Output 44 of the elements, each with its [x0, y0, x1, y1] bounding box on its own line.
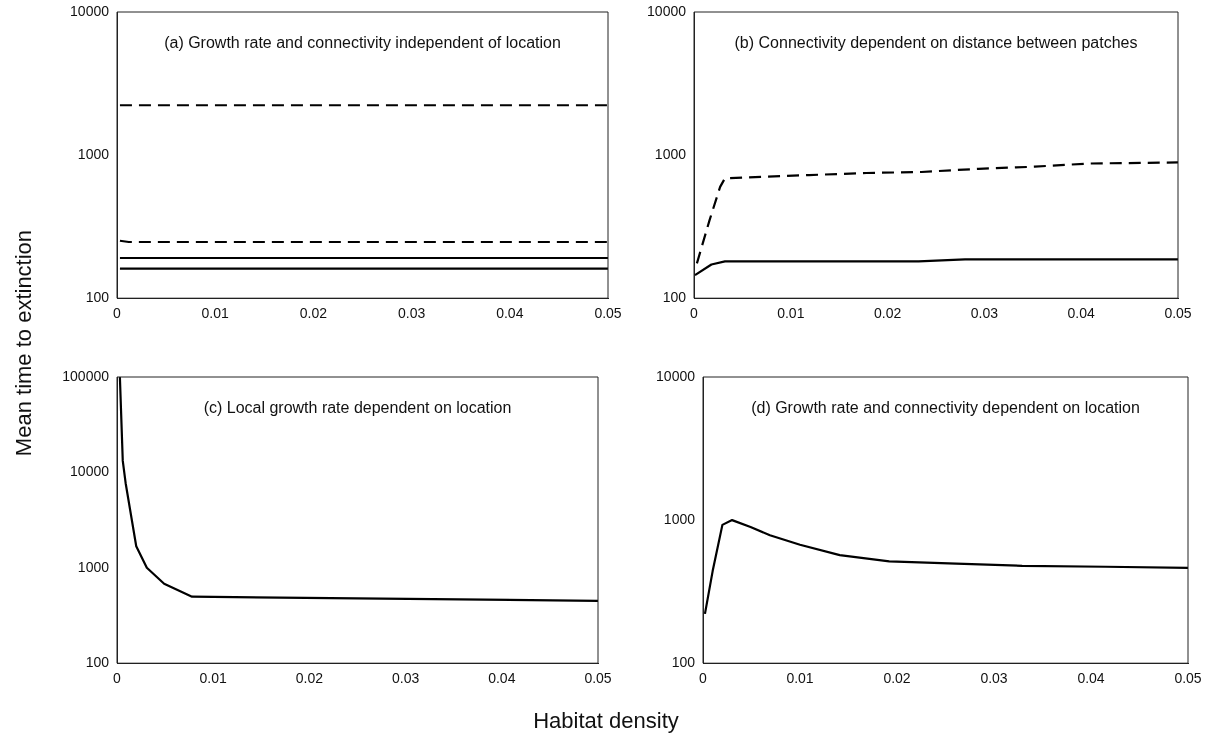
x-tick-label: 0.01 [199, 670, 228, 687]
x-tick-label: 0 [699, 670, 708, 687]
text: (c) Local growth rate dependent on location [203, 399, 512, 417]
x-tick-label: 0 [113, 305, 122, 322]
x-tick-label: 0.02 [883, 670, 911, 687]
text: (b) Connectivity dependent on distance between patches [734, 34, 1138, 52]
x-tick-label: 0.03 [970, 305, 999, 322]
y-tick-label: 100000 [62, 367, 110, 384]
x-tick-label: 0.02 [873, 305, 902, 322]
x-tick-label: 0.05 [1174, 670, 1202, 687]
x-tick-label: 0.05 [584, 670, 612, 687]
x-tick-label: 0.04 [496, 305, 524, 322]
y-tick-label: 100 [662, 289, 687, 306]
y-tick-label: 10000 [656, 367, 696, 384]
y-tick-label: 1000 [654, 145, 687, 162]
y-axis-title: Mean time to extinction [11, 228, 37, 459]
y-tick-label: 10000 [70, 463, 110, 480]
x-tick-label: 0 [113, 670, 122, 687]
x-tick-label: 0.04 [488, 670, 516, 687]
x-tick-label: 0.03 [980, 670, 1008, 687]
y-tick-label: 10000 [647, 2, 687, 19]
y-tick-label: 1000 [77, 558, 110, 575]
text: (a) Growth rate and connectivity independent of location [164, 34, 561, 52]
y-tick-label: 100 [671, 654, 696, 671]
x-tick-label: 0 [690, 305, 699, 322]
x-tick-label: 0.04 [1067, 305, 1096, 322]
x-axis-title: Habitat density [532, 708, 680, 734]
x-tick-label: 0.04 [1077, 670, 1105, 687]
x-tick-label: 0.01 [786, 670, 814, 687]
y-tick-label: 100 [85, 289, 110, 306]
y-tick-label: 1000 [77, 145, 110, 162]
x-tick-label: 0.02 [295, 670, 324, 687]
x-tick-label: 0.05 [594, 305, 622, 322]
y-tick-label: 100 [85, 654, 110, 671]
x-tick-label: 0.05 [1164, 305, 1192, 322]
x-tick-label: 0.01 [201, 305, 230, 322]
x-tick-label: 0.03 [397, 305, 426, 322]
y-tick-label: 10000 [70, 2, 110, 19]
y-tick-label: 1000 [663, 510, 696, 527]
x-tick-label: 0.03 [391, 670, 420, 687]
x-tick-label: 0.01 [777, 305, 805, 322]
line-series [695, 161, 1178, 265]
x-tick-label: 0.02 [299, 305, 328, 322]
text: (d) Growth rate and connectivity dependent on location [751, 399, 1140, 417]
